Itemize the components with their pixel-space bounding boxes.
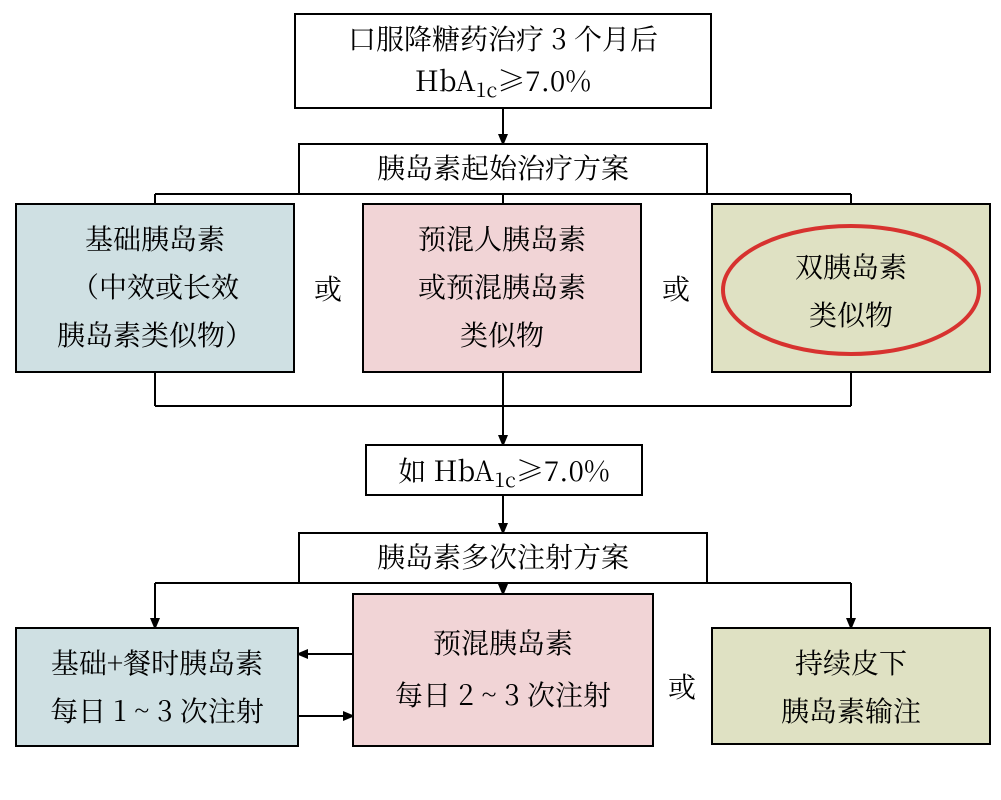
node-n3-line-2: 胰岛素类似物） xyxy=(57,314,253,354)
node-rect-n5 xyxy=(712,204,990,372)
node-n4-line-0: 预混人胰岛素 xyxy=(418,218,586,258)
node-n8-line-1: 每日 1 ~ 3 次注射 xyxy=(50,690,264,730)
node-n5-line-1: 类似物 xyxy=(809,294,893,334)
node-n10-line-0: 持续皮下 xyxy=(795,642,907,682)
node-n4-line-2: 类似物 xyxy=(460,314,544,354)
or-label-2: 或 xyxy=(668,666,696,706)
node-n10: 持续皮下胰岛素输注 xyxy=(712,628,990,744)
node-n8: 基础+餐时胰岛素每日 1 ~ 3 次注射 xyxy=(16,628,298,746)
node-n9-line-1: 每日 2 ~ 3 次注射 xyxy=(395,674,611,714)
node-n2-line-0: 胰岛素起始治疗方案 xyxy=(377,147,629,187)
node-n4-line-1: 或预混胰岛素 xyxy=(418,266,586,306)
flowchart-canvas: 口服降糖药治疗 3 个月后HbA1c≥7.0% 胰岛素起始治疗方案基础胰岛素 （中效… xyxy=(0,0,1001,800)
node-n9: 预混胰岛素每日 2 ~ 3 次注射 xyxy=(353,594,653,746)
node-rect-n9 xyxy=(353,594,653,746)
node-n10-line-1: 胰岛素输注 xyxy=(781,690,921,730)
node-n6: 如 HbA1c≥7.0% xyxy=(366,445,642,495)
node-n7-line-0: 胰岛素多次注射方案 xyxy=(377,536,629,576)
node-n3-line-0: 基础胰岛素 xyxy=(85,218,225,258)
or-label-0: 或 xyxy=(314,268,342,308)
node-n3: 基础胰岛素 （中效或长效胰岛素类似物） xyxy=(16,204,294,372)
node-n3-line-1: （中效或长效 xyxy=(71,266,239,306)
node-n5: 双胰岛素类似物 xyxy=(712,204,990,372)
node-n5-line-0: 双胰岛素 xyxy=(795,246,907,286)
node-n4: 预混人胰岛素或预混胰岛素类似物 xyxy=(363,204,641,372)
node-n7: 胰岛素多次注射方案 xyxy=(299,533,707,583)
node-n1: 口服降糖药治疗 3 个月后HbA1c≥7.0% xyxy=(295,14,711,108)
node-n2: 胰岛素起始治疗方案 xyxy=(299,144,707,194)
or-label-1: 或 xyxy=(662,268,690,308)
node-n1-line-0: 口服降糖药治疗 3 个月后 xyxy=(348,18,658,58)
node-n1-line-1: HbA1c≥7.0% xyxy=(415,60,591,103)
node-n9-line-0: 预混胰岛素 xyxy=(433,622,573,662)
node-n8-line-0: 基础+餐时胰岛素 xyxy=(51,642,263,682)
